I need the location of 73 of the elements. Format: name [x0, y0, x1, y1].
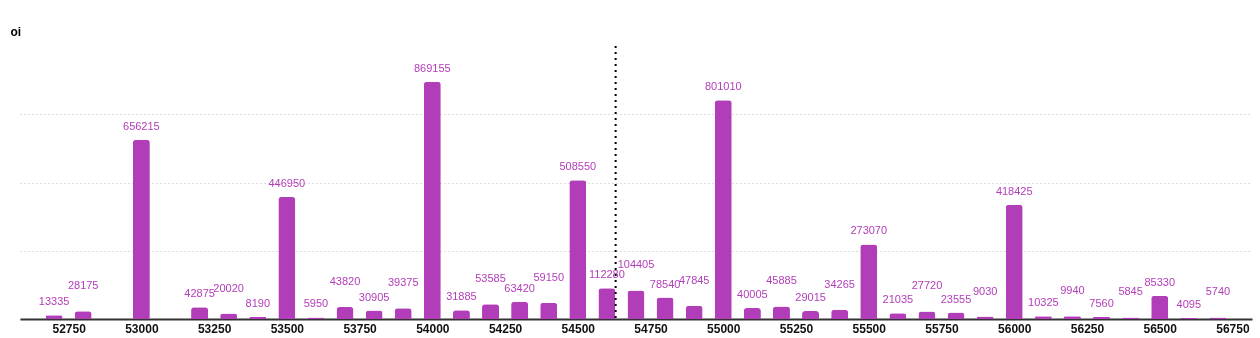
- bar: [627, 290, 645, 319]
- x-tick-label: 56500: [1143, 321, 1178, 336]
- bar: [743, 308, 761, 319]
- bar: [1151, 295, 1169, 319]
- data-label: 45885: [766, 274, 797, 287]
- x-tick-label: 52750: [52, 321, 87, 336]
- data-label: 5845: [1118, 285, 1143, 298]
- x-tick-label: 56750: [1216, 321, 1250, 336]
- data-label: 869155: [413, 61, 451, 74]
- data-label: 34265: [824, 277, 855, 290]
- bar: [540, 302, 558, 319]
- x-tick-label: 54500: [561, 321, 596, 336]
- data-label: 10325: [1028, 296, 1059, 309]
- data-label: 5740: [1205, 285, 1231, 298]
- x-tick-label: 55750: [925, 321, 960, 336]
- bar: [656, 297, 674, 319]
- bar: [598, 288, 616, 319]
- bar: [511, 301, 529, 319]
- data-label: 21035: [882, 293, 914, 306]
- x-tick-label: 56000: [998, 321, 1032, 336]
- bar: [1005, 204, 1023, 319]
- data-label: 85330: [1144, 275, 1176, 288]
- x-tick-label: 55500: [852, 321, 887, 336]
- data-label: 104405: [617, 258, 655, 271]
- data-label: 801010: [704, 80, 742, 93]
- data-label: 43820: [329, 275, 361, 288]
- x-tick-label: 54750: [634, 321, 669, 336]
- data-label: 112280: [588, 268, 625, 281]
- data-label: 418425: [995, 184, 1033, 197]
- data-label: 273070: [850, 224, 888, 237]
- bar: [278, 196, 296, 319]
- data-label: 40005: [737, 288, 768, 301]
- bar: [802, 311, 820, 319]
- bar: [685, 305, 703, 319]
- x-tick-label: 53000: [125, 321, 159, 336]
- data-label: 39375: [387, 276, 419, 289]
- data-label: 446950: [268, 176, 306, 189]
- x-tick-label: 54000: [416, 321, 450, 336]
- data-label: 53585: [475, 272, 506, 285]
- x-tick-label: 55000: [707, 321, 741, 336]
- data-label: 29015: [795, 291, 826, 304]
- data-label: 9940: [1060, 284, 1085, 297]
- data-label: 9030: [972, 284, 998, 297]
- data-label: 5950: [303, 297, 329, 310]
- bar: [714, 100, 732, 319]
- data-label: 31885: [446, 290, 477, 303]
- x-tick-label: 53750: [343, 321, 378, 336]
- x-tick-label: 53500: [270, 321, 305, 336]
- data-label: 4095: [1176, 297, 1202, 310]
- data-label: 28175: [67, 279, 99, 292]
- data-label: 13335: [38, 295, 70, 308]
- data-label: 20020: [213, 281, 244, 294]
- x-tick-label: 54250: [488, 321, 523, 336]
- y-axis-title: oi: [10, 24, 22, 39]
- bar: [860, 244, 878, 319]
- data-label: 42875: [184, 287, 215, 300]
- data-label: 8190: [245, 296, 270, 309]
- data-label: 23555: [940, 292, 972, 305]
- data-label: 508550: [559, 160, 597, 173]
- data-label: 63420: [504, 281, 535, 294]
- data-label: 27720: [911, 279, 943, 292]
- bar: [132, 139, 150, 319]
- bar: [569, 180, 587, 319]
- x-tick-label: 56250: [1070, 321, 1105, 336]
- data-label: 30905: [358, 290, 390, 303]
- x-tick-label: 53250: [197, 321, 232, 336]
- data-label: 656215: [123, 119, 160, 132]
- data-label: 59150: [533, 270, 565, 283]
- bar: [423, 81, 441, 319]
- data-label: 78540: [649, 277, 681, 290]
- data-label: 7560: [1089, 296, 1114, 309]
- x-tick-label: 55250: [779, 321, 814, 336]
- bar: [336, 307, 354, 319]
